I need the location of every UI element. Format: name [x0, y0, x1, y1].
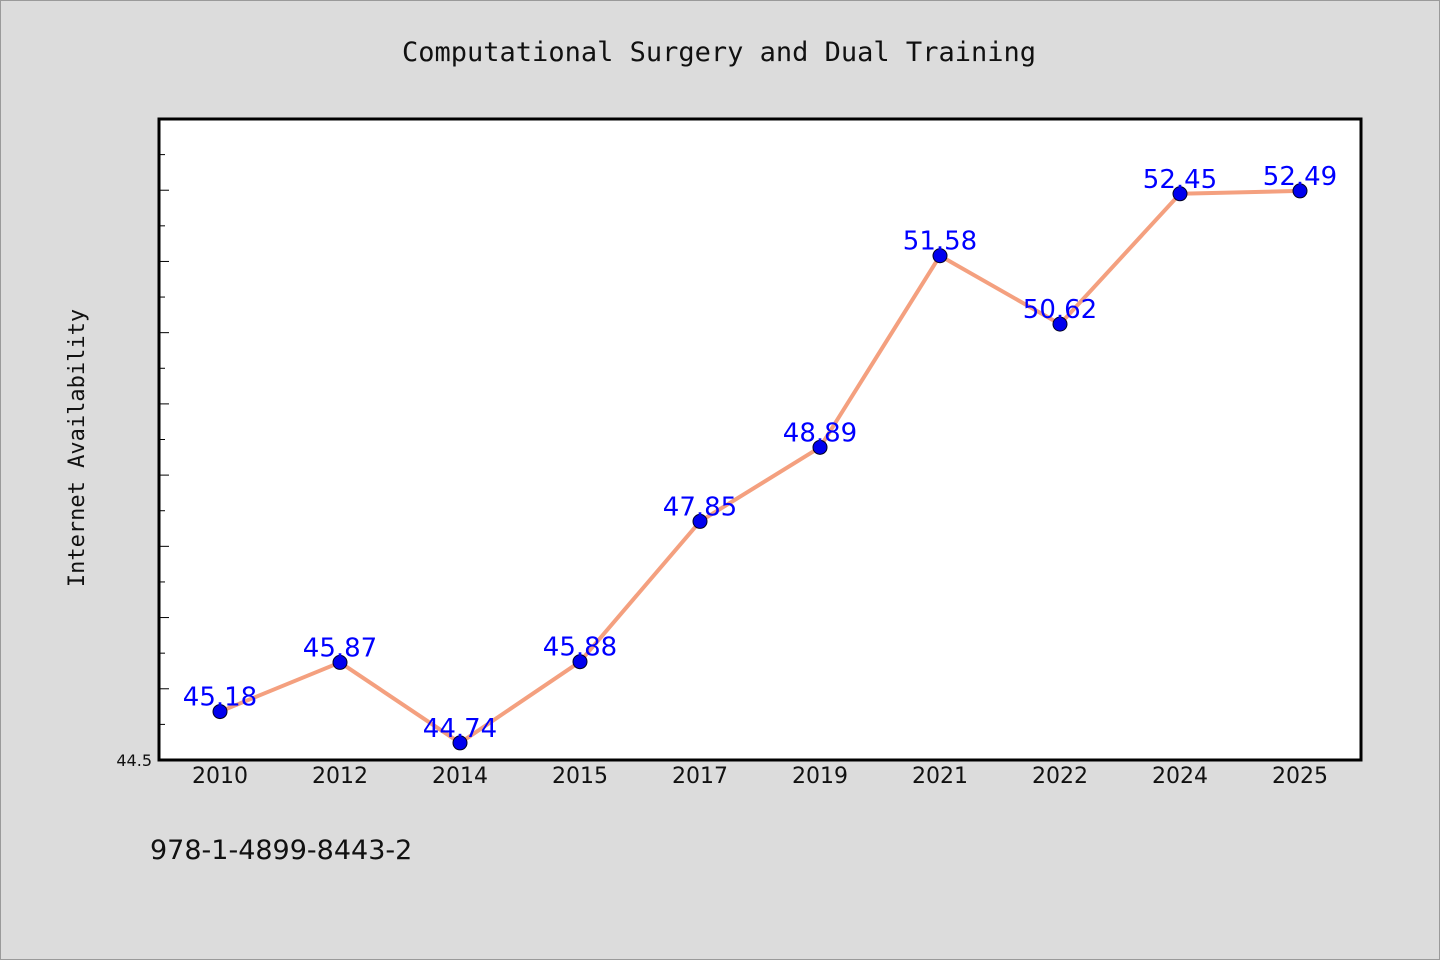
data-labels: 45.18 45.87 44.74 45.88 47.85 48.89 51.58 50.62…	[183, 162, 1337, 744]
x-tick-label: 2024	[1152, 764, 1208, 789]
data-label: 44.74	[423, 714, 497, 744]
y-axis-ticks	[159, 154, 169, 725]
data-point	[692, 513, 708, 529]
data-point	[212, 704, 228, 720]
x-tick-label: 2017	[672, 764, 728, 789]
data-label: 48.89	[783, 418, 857, 448]
x-axis-ticks: 2010 2012 2014 2015 2017 2019 2021 2022 2024 2025	[192, 764, 1328, 789]
x-tick-label: 2021	[912, 764, 968, 789]
isbn-text: 978-1-4899-8443-2	[150, 835, 413, 866]
x-tick-label: 2012	[312, 764, 368, 789]
data-label: 51.58	[903, 227, 977, 257]
data-label: 45.87	[303, 633, 377, 663]
data-point	[1172, 186, 1188, 202]
y-axis-min-label: 44.5	[116, 751, 152, 770]
x-tick-label: 2022	[1032, 764, 1088, 789]
x-tick-label: 2015	[552, 764, 608, 789]
data-label: 52.49	[1263, 162, 1337, 192]
x-tick-label: 2025	[1272, 764, 1328, 789]
data-point	[1052, 316, 1068, 332]
plot-area	[157, 117, 1363, 762]
x-tick-label: 2014	[432, 764, 488, 789]
data-label: 45.88	[543, 633, 617, 663]
data-label: 52.45	[1143, 165, 1217, 195]
data-point	[572, 654, 588, 670]
y-axis-label: Internet Availability	[65, 309, 90, 587]
data-label: 47.85	[663, 492, 737, 522]
data-point	[332, 654, 348, 670]
chart-title: Computational Surgery and Dual Training	[402, 37, 1036, 68]
data-point	[452, 735, 468, 751]
series-line	[219, 188, 1301, 745]
data-label: 45.18	[183, 683, 257, 713]
data-label: 50.62	[1023, 295, 1097, 325]
data-point	[932, 248, 948, 264]
data-point	[1292, 183, 1308, 199]
x-tick-label: 2010	[192, 764, 248, 789]
data-markers	[212, 183, 1308, 751]
data-point	[812, 439, 828, 455]
x-tick-label: 2019	[792, 764, 848, 789]
